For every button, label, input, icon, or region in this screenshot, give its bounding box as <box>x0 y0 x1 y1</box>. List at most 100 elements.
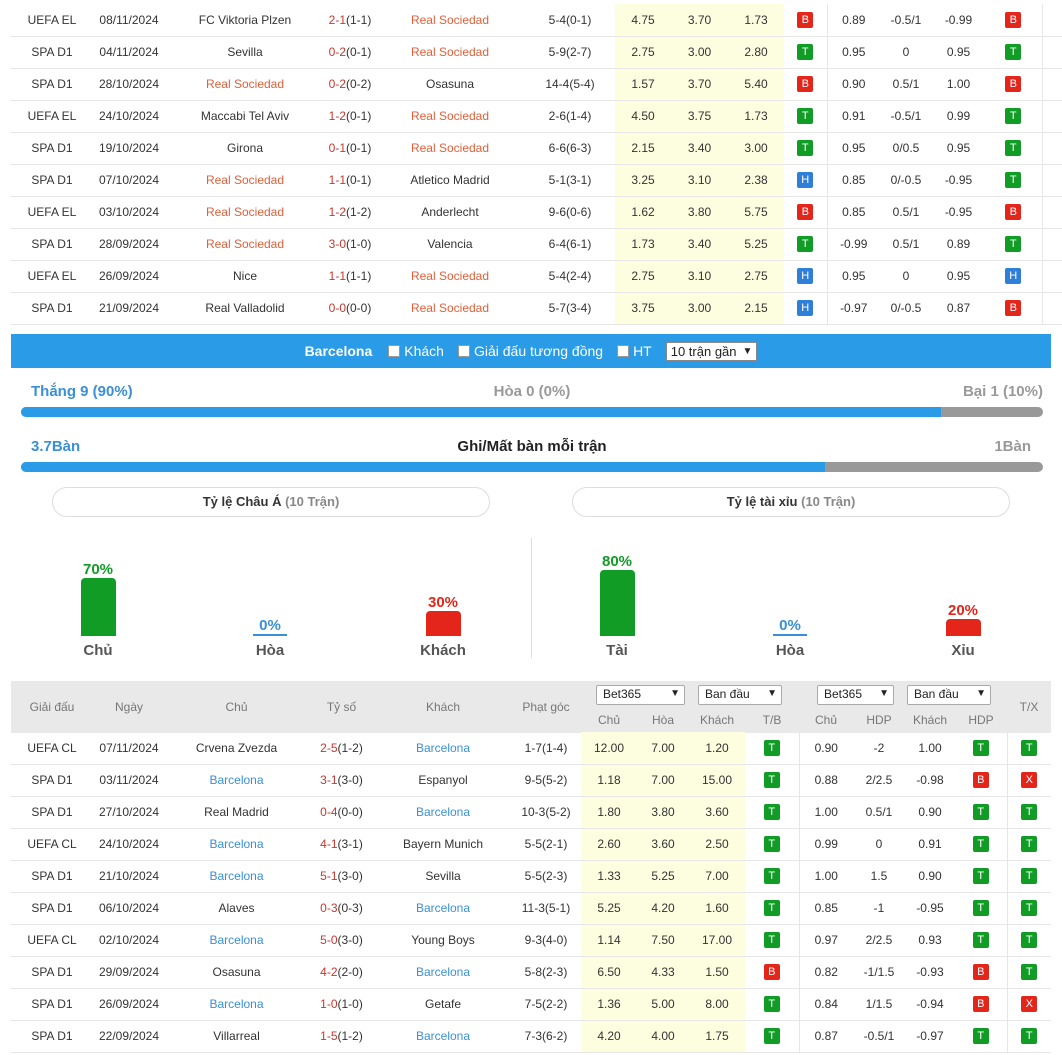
score-cell: 4-2(2-0) <box>308 956 375 989</box>
hdp-away-cell: 0.95 <box>932 36 985 69</box>
result-ou-cell: T <box>1041 4 1062 37</box>
ht-checkbox[interactable] <box>617 345 630 357</box>
odds-type-select-1x2[interactable]: Ban đầu ▼ <box>698 685 782 705</box>
full-time-score[interactable]: 1-1 <box>328 173 346 187</box>
away-team-cell[interactable]: Real Sociedad <box>375 4 525 37</box>
away-team-cell[interactable]: Real Sociedad <box>375 292 525 325</box>
bookmaker-select-1x2[interactable]: Bet365 ▼ <box>596 685 685 705</box>
away-team-cell[interactable]: Barcelona <box>375 892 511 925</box>
home-team-cell[interactable]: Real Sociedad <box>165 164 325 197</box>
result-badge: T <box>763 804 780 820</box>
table-row: UEFA EL 08/11/2024 FC Viktoria Plzen 2-1(1-… <box>11 4 1062 37</box>
away-team-cell[interactable]: Espanyol <box>375 764 511 797</box>
table-row: UEFA CL 02/10/2024 Barcelona 5-0(3-0) Young … <box>11 924 1051 957</box>
away-team-cell[interactable]: Barcelona <box>375 732 511 765</box>
home-team-cell[interactable]: Crvena Zvezda <box>165 732 308 765</box>
ht-option-label: HT <box>633 343 652 359</box>
home-team-cell[interactable]: Real Sociedad <box>165 68 325 101</box>
home-team-cell[interactable]: Barcelona <box>165 828 308 861</box>
full-time-score[interactable]: 3-0 <box>328 237 346 251</box>
league-cell: UEFA EL <box>11 100 93 133</box>
result-ou-cell: T <box>1006 796 1051 829</box>
home-team-cell[interactable]: Barcelona <box>165 988 308 1021</box>
table-row: SPA D1 19/10/2024 Girona 0-1(0-1) Real Socie… <box>11 132 1062 165</box>
home-team-cell[interactable]: Barcelona <box>165 764 308 797</box>
away-team-cell[interactable]: Atletico Madrid <box>375 164 525 197</box>
hdp-home-cell: 0.85 <box>798 892 853 925</box>
home-team-cell[interactable]: Girona <box>165 132 325 165</box>
home-team-cell[interactable]: Osasuna <box>165 956 308 989</box>
away-team-cell[interactable]: Barcelona <box>375 1020 511 1053</box>
full-time-score[interactable]: 4-2 <box>320 965 338 979</box>
home-team-cell[interactable]: Alaves <box>165 892 308 925</box>
corner-cell: 1-7(1-4) <box>511 732 581 765</box>
home-team-cell[interactable]: Barcelona <box>165 924 308 957</box>
away-team-cell[interactable]: Real Sociedad <box>375 36 525 69</box>
result-1x2-cell: B <box>784 196 827 229</box>
home-team-cell[interactable]: FC Viktoria Plzen <box>165 4 325 37</box>
away-team-cell[interactable]: Real Sociedad <box>375 100 525 133</box>
full-time-score[interactable]: 0-2 <box>328 77 346 91</box>
result-badge: T <box>1021 964 1038 980</box>
half-time-score: (1-2) <box>346 205 372 219</box>
asian-handicap-tab[interactable]: Tỷ lệ Châu Á (10 Trận) <box>52 487 490 517</box>
over-under-tab[interactable]: Tỷ lệ tài xỉu (10 Trận) <box>572 487 1010 517</box>
away-team-cell[interactable]: Real Sociedad <box>375 132 525 165</box>
home-team-cell[interactable]: Sevilla <box>165 36 325 69</box>
away-checkbox[interactable] <box>388 345 401 357</box>
match-count-select[interactable]: 10 trận gần ▼ <box>665 341 758 361</box>
full-time-score[interactable]: 1-2 <box>328 109 346 123</box>
away-team-cell[interactable]: Barcelona <box>375 796 511 829</box>
date-cell: 06/10/2024 <box>93 892 165 925</box>
home-team-cell[interactable]: Real Sociedad <box>165 196 325 229</box>
away-team-cell[interactable]: Real Sociedad <box>375 260 525 293</box>
result-ou-cell: T <box>1041 196 1062 229</box>
hdp-line-cell: -2 <box>853 732 905 765</box>
half-time-score: (0-1) <box>346 141 372 155</box>
full-time-score[interactable]: 0-3 <box>320 901 338 915</box>
same-league-checkbox[interactable] <box>457 345 470 357</box>
full-time-score[interactable]: 0-1 <box>328 141 346 155</box>
full-time-score[interactable]: 3-1 <box>320 773 338 787</box>
away-team-cell[interactable]: Barcelona <box>375 956 511 989</box>
full-time-score[interactable]: 2-5 <box>320 740 338 755</box>
full-time-score[interactable]: 4-1 <box>320 837 338 851</box>
hdp-home-cell: 0.95 <box>826 260 880 293</box>
bookmaker-select-hdp[interactable]: Bet365 ▼ <box>817 685 894 705</box>
full-time-score[interactable]: 1-5 <box>320 1029 338 1043</box>
full-time-score[interactable]: 1-1 <box>328 269 346 283</box>
full-time-score[interactable]: 5-1 <box>320 869 338 883</box>
away-team-cell[interactable]: Getafe <box>375 988 511 1021</box>
away-team-cell[interactable]: Anderlecht <box>375 196 525 229</box>
percent-label: 30% <box>427 594 459 612</box>
home-team-cell[interactable]: Maccabi Tel Aviv <box>165 100 325 133</box>
table-row: UEFA CL 24/10/2024 Barcelona 4-1(3-1) Bayern… <box>11 828 1051 861</box>
full-time-score[interactable]: 1-0 <box>320 997 338 1011</box>
percent-bar <box>945 619 981 636</box>
full-time-score[interactable]: 1-2 <box>328 205 346 219</box>
home-team-cell[interactable]: Villarreal <box>165 1020 308 1053</box>
odds-home-cell: 12.00 <box>581 732 637 765</box>
full-time-score[interactable]: 0-4 <box>320 805 338 819</box>
full-time-score[interactable]: 0-2 <box>328 45 346 59</box>
sub-col-away: Khách <box>699 713 735 727</box>
full-time-score[interactable]: 0-0 <box>328 301 346 315</box>
odds-type-select-hdp[interactable]: Ban đầu ▼ <box>907 685 991 705</box>
team-name: Barcelona <box>304 343 373 359</box>
percent-category: Hòa <box>775 642 805 659</box>
hdp-home-cell: 1.00 <box>798 796 853 829</box>
away-team-cell[interactable]: Valencia <box>375 228 525 261</box>
away-team-cell[interactable]: Bayern Munich <box>375 828 511 861</box>
full-time-score[interactable]: 5-0 <box>320 933 338 947</box>
away-team-cell[interactable]: Sevilla <box>375 860 511 893</box>
away-team-cell[interactable]: Osasuna <box>375 68 525 101</box>
result-ou-cell: H <box>1041 36 1062 69</box>
full-time-score[interactable]: 2-1 <box>328 12 346 27</box>
away-team-cell[interactable]: Young Boys <box>375 924 511 957</box>
home-team-cell[interactable]: Nice <box>165 260 325 293</box>
home-team-cell[interactable]: Real Valladolid <box>165 292 325 325</box>
score-cell: 4-1(3-1) <box>308 828 375 861</box>
home-team-cell[interactable]: Real Sociedad <box>165 228 325 261</box>
home-team-cell[interactable]: Real Madrid <box>165 796 308 829</box>
home-team-cell[interactable]: Barcelona <box>165 860 308 893</box>
